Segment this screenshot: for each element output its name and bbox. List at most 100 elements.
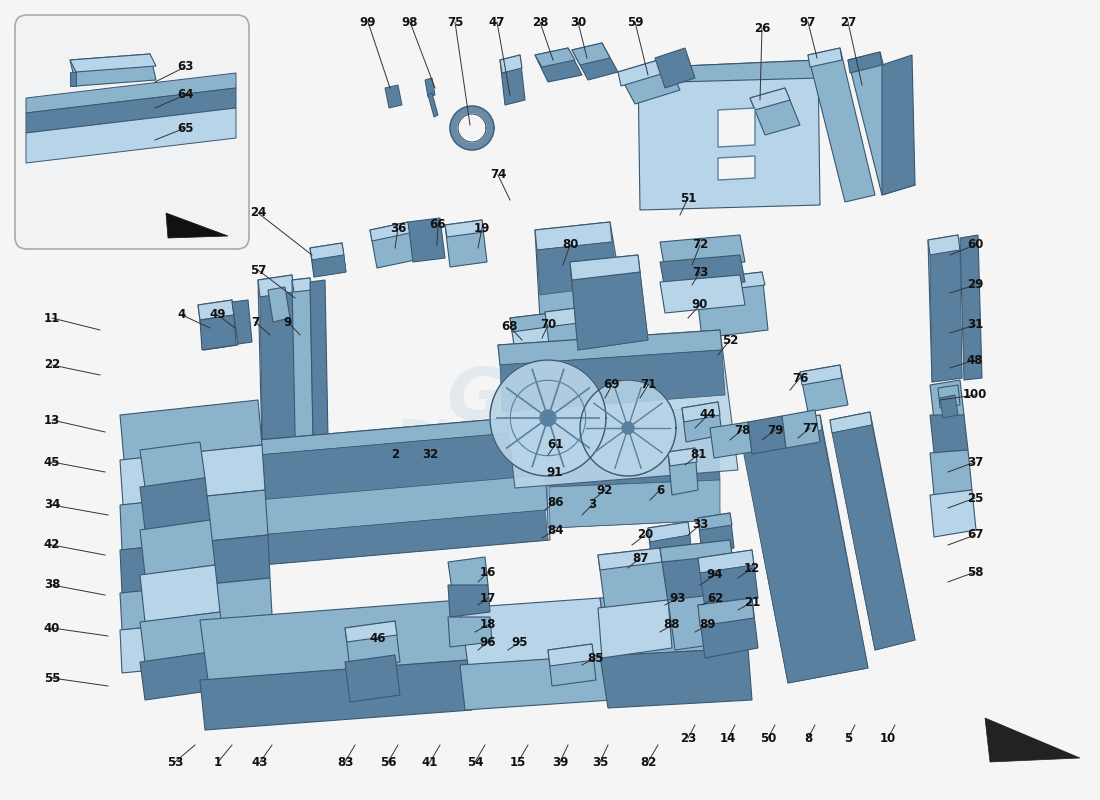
Polygon shape bbox=[654, 48, 695, 88]
Text: 59: 59 bbox=[627, 15, 644, 29]
Text: 20: 20 bbox=[637, 529, 653, 542]
Polygon shape bbox=[140, 442, 205, 487]
Polygon shape bbox=[928, 235, 960, 255]
Polygon shape bbox=[120, 445, 265, 505]
Text: 50: 50 bbox=[760, 731, 777, 745]
Text: 73: 73 bbox=[692, 266, 708, 278]
Polygon shape bbox=[782, 410, 820, 448]
Text: 80: 80 bbox=[562, 238, 579, 251]
Text: 33: 33 bbox=[692, 518, 708, 531]
Polygon shape bbox=[660, 255, 745, 290]
Text: 45: 45 bbox=[44, 455, 60, 469]
Polygon shape bbox=[572, 272, 648, 350]
Polygon shape bbox=[544, 305, 602, 327]
Text: 66: 66 bbox=[430, 218, 447, 231]
Polygon shape bbox=[292, 278, 315, 533]
Polygon shape bbox=[548, 644, 596, 686]
Polygon shape bbox=[682, 402, 720, 422]
Text: 97: 97 bbox=[800, 15, 816, 29]
Polygon shape bbox=[549, 480, 720, 528]
Polygon shape bbox=[660, 540, 732, 562]
Polygon shape bbox=[984, 718, 1080, 762]
Text: GKS: GKS bbox=[447, 366, 614, 434]
Text: 32: 32 bbox=[422, 449, 438, 462]
Text: 52: 52 bbox=[722, 334, 738, 346]
Text: 75: 75 bbox=[447, 15, 463, 29]
Text: 2: 2 bbox=[390, 449, 399, 462]
Text: 54: 54 bbox=[466, 755, 483, 769]
Polygon shape bbox=[258, 430, 548, 500]
Polygon shape bbox=[200, 660, 472, 730]
Text: 30: 30 bbox=[570, 15, 586, 29]
Polygon shape bbox=[140, 612, 225, 662]
Text: 88: 88 bbox=[663, 618, 680, 631]
Polygon shape bbox=[700, 565, 758, 607]
Polygon shape bbox=[70, 54, 156, 72]
Text: 10: 10 bbox=[880, 731, 896, 745]
Polygon shape bbox=[535, 48, 575, 67]
Text: 41: 41 bbox=[421, 755, 438, 769]
Polygon shape bbox=[740, 415, 868, 683]
Text: 85: 85 bbox=[586, 651, 603, 665]
Text: 26: 26 bbox=[754, 22, 770, 34]
Text: 4: 4 bbox=[178, 309, 186, 322]
Polygon shape bbox=[618, 58, 680, 104]
Text: 18: 18 bbox=[480, 618, 496, 631]
Polygon shape bbox=[800, 365, 842, 385]
Polygon shape bbox=[548, 644, 594, 666]
Text: 35: 35 bbox=[592, 755, 608, 769]
Polygon shape bbox=[882, 55, 915, 195]
Text: 34: 34 bbox=[44, 498, 60, 511]
Text: DIAGRAMS: DIAGRAMS bbox=[395, 418, 664, 462]
Polygon shape bbox=[930, 250, 962, 382]
Polygon shape bbox=[310, 243, 344, 260]
Polygon shape bbox=[345, 621, 400, 669]
Polygon shape bbox=[547, 422, 721, 487]
Text: 77: 77 bbox=[802, 422, 818, 434]
Polygon shape bbox=[140, 565, 220, 622]
Polygon shape bbox=[598, 600, 672, 658]
Polygon shape bbox=[928, 235, 962, 382]
Polygon shape bbox=[698, 550, 758, 607]
Polygon shape bbox=[26, 108, 236, 163]
Text: 64: 64 bbox=[177, 89, 194, 102]
Polygon shape bbox=[446, 220, 484, 237]
Text: 46: 46 bbox=[370, 631, 386, 645]
Polygon shape bbox=[718, 108, 755, 147]
Polygon shape bbox=[600, 590, 748, 656]
Polygon shape bbox=[698, 550, 754, 573]
Polygon shape bbox=[698, 598, 754, 626]
Text: 16: 16 bbox=[480, 566, 496, 578]
Text: 91: 91 bbox=[547, 466, 563, 478]
Polygon shape bbox=[198, 300, 238, 350]
Text: 14: 14 bbox=[719, 731, 736, 745]
Polygon shape bbox=[258, 275, 294, 297]
Polygon shape bbox=[490, 360, 606, 476]
Polygon shape bbox=[832, 425, 915, 650]
Polygon shape bbox=[258, 510, 548, 565]
Text: 36: 36 bbox=[389, 222, 406, 234]
Polygon shape bbox=[710, 422, 752, 458]
Polygon shape bbox=[26, 73, 236, 113]
Text: 12: 12 bbox=[744, 562, 760, 574]
Text: 60: 60 bbox=[967, 238, 983, 251]
Text: 78: 78 bbox=[734, 423, 750, 437]
Text: 39: 39 bbox=[552, 755, 569, 769]
Text: 90: 90 bbox=[692, 298, 708, 311]
Text: 51: 51 bbox=[680, 191, 696, 205]
FancyBboxPatch shape bbox=[15, 15, 249, 249]
Polygon shape bbox=[638, 60, 820, 83]
Text: 72: 72 bbox=[692, 238, 708, 251]
Text: 38: 38 bbox=[44, 578, 60, 591]
Polygon shape bbox=[544, 305, 605, 352]
Text: 42: 42 bbox=[44, 538, 60, 551]
Text: 17: 17 bbox=[480, 591, 496, 605]
Polygon shape bbox=[310, 243, 346, 277]
Polygon shape bbox=[198, 300, 234, 320]
Polygon shape bbox=[830, 412, 872, 433]
Polygon shape bbox=[70, 72, 76, 86]
Text: 29: 29 bbox=[967, 278, 983, 291]
Polygon shape bbox=[544, 408, 718, 429]
Polygon shape bbox=[698, 598, 758, 658]
Polygon shape bbox=[408, 218, 446, 262]
